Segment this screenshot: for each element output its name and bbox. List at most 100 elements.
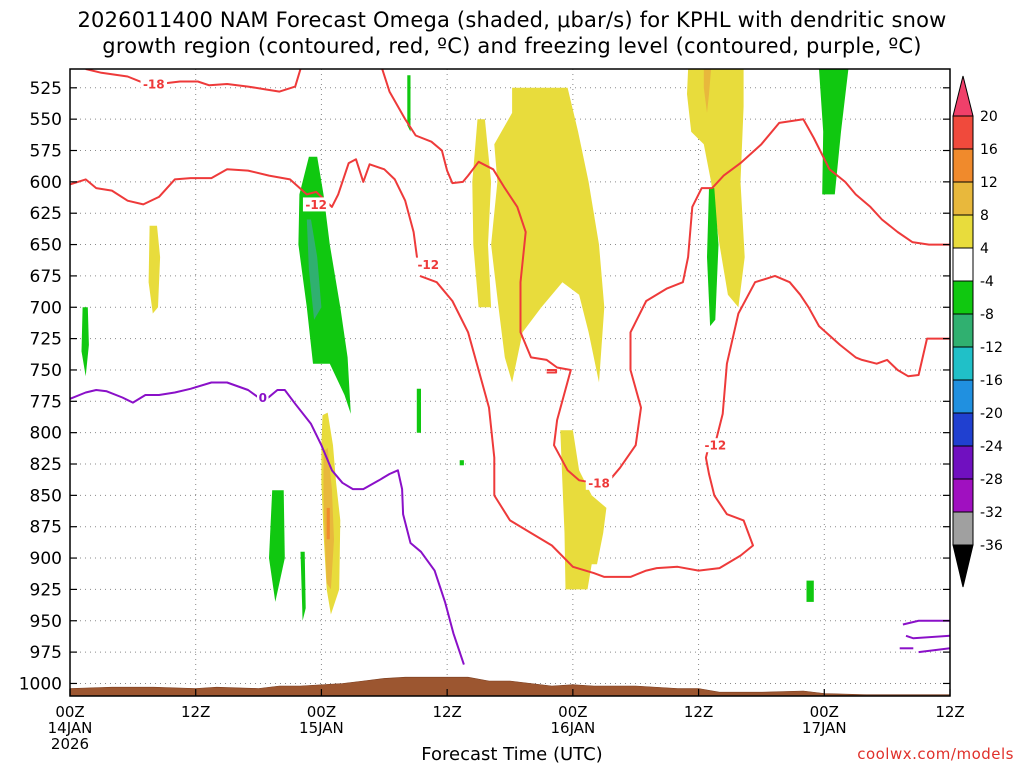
red-contour-1	[70, 158, 419, 264]
colorbar-label-11: -28	[980, 472, 1003, 488]
y-tick-label-9: 750	[30, 361, 62, 381]
terrain-fill	[70, 676, 950, 696]
colorbar: 20 16 12 8 4 -4 -8 -12 -16 -20 -24 -28 -32 -36	[952, 75, 1003, 588]
x-tick-label-4-1: 00Z	[558, 703, 587, 721]
chart-title-line1: 2026011400 NAM Forecast Omega (shaded, μ…	[77, 8, 947, 32]
colorbar-label-10: -24	[980, 439, 1003, 455]
red-contour-2	[381, 69, 950, 484]
red-contour-label-4: -18	[588, 476, 610, 490]
colorbar-segment-8	[952, 346, 974, 381]
terrain-layer	[70, 676, 950, 696]
x-tick-label-2-1: 00Z	[307, 703, 336, 721]
chart-title-line2: growth region (contoured, red, ºC) and f…	[102, 34, 922, 58]
omega-region-14	[269, 490, 285, 602]
x-tick-label-5-1: 12Z	[684, 703, 713, 721]
red-contour-label-0-bg	[140, 77, 168, 92]
x-tick-label-7-1: 12Z	[935, 703, 964, 721]
colorbar-segment-1	[952, 115, 974, 150]
colorbar-label-7: -12	[980, 340, 1003, 356]
y-tick-label-14: 875	[30, 518, 62, 538]
contour-layer	[70, 69, 950, 665]
colorbar-segment-2	[952, 148, 974, 183]
red-contour-label-3-bg	[702, 438, 729, 453]
purple-small-contour-3	[918, 647, 950, 654]
x-tick-label-6-1: 00Z	[810, 703, 839, 721]
purple-small-contour-1	[905, 634, 950, 640]
omega-region-17	[416, 388, 421, 433]
colorbar-label-0: 20	[980, 109, 998, 125]
red-contour-label-3: -12	[704, 439, 726, 453]
colorbar-segment-3	[952, 181, 974, 216]
omega-region-3	[703, 69, 712, 113]
omega-region-0	[482, 87, 605, 383]
y-tick-label-0: 525	[30, 79, 62, 99]
y-tick-label-16: 925	[30, 580, 62, 600]
red-contour-label-0: -18	[143, 78, 165, 92]
red-contour-label-1: -12	[305, 198, 327, 212]
colorbar-segment-12	[952, 478, 974, 513]
y-tick-label-6: 675	[30, 267, 62, 287]
colorbar-segment-13	[952, 511, 974, 546]
y-tick-label-2: 575	[30, 142, 62, 162]
colorbar-segment-6	[952, 280, 974, 315]
y-tick-label-10: 775	[30, 392, 62, 412]
colorbar-label-3: 8	[980, 208, 989, 224]
y-tick-label-1: 550	[30, 110, 62, 130]
plot-frame	[69, 68, 951, 697]
x-tick-label-3-1: 12Z	[432, 703, 461, 721]
purple-contour-label-0: 0	[259, 391, 267, 405]
colorbar-segment-7	[952, 313, 974, 348]
x-axis-label: Forecast Time (UTC)	[421, 744, 603, 765]
y-tick-label-4: 625	[30, 204, 62, 224]
purple-contour-0	[70, 381, 465, 665]
y-tick-label-17: 950	[30, 612, 62, 632]
omega-region-16	[407, 75, 411, 132]
colorbar-segment-9	[952, 379, 974, 414]
y-tick-label-11: 800	[30, 424, 62, 444]
y-tick-label-13: 850	[30, 486, 62, 506]
omega-region-8	[326, 507, 330, 540]
colorbar-segment-10	[952, 412, 974, 447]
contour-label-layer: -18 -12 -12 -12 -18 0	[140, 77, 729, 490]
credit-link[interactable]: coolwx.com/models	[857, 745, 1014, 763]
omega-region-19	[806, 580, 814, 602]
colorbar-segment-5	[952, 247, 974, 282]
red-contour-label-1-bg	[302, 197, 330, 212]
x-tick-label-0-1: 00Z	[55, 703, 84, 721]
red-contour-3	[419, 274, 950, 578]
x-tick-label-6-2: 17JAN	[802, 719, 847, 737]
y-tick-label-12: 825	[30, 455, 62, 475]
red-contour-label-2: -12	[417, 258, 439, 272]
omega-region-18	[459, 460, 464, 466]
x-tick-label-0-3: 2026	[51, 735, 89, 753]
red-contour-label-2-bg	[415, 257, 442, 272]
y-tick-label-18: 975	[30, 643, 62, 663]
y-axis: 525 550 575 600 625 650 675 700 725 750 775 800 825 8…	[19, 79, 950, 694]
omega-region-4	[560, 430, 607, 590]
colorbar-label-5: -4	[980, 274, 994, 290]
colorbar-segment-11	[952, 445, 974, 480]
colorbar-label-13: -36	[980, 538, 1003, 554]
omega-region-5	[148, 225, 161, 314]
omega-region-11	[707, 188, 719, 327]
colorbar-label-8: -16	[980, 373, 1003, 389]
colorbar-label-12: -32	[980, 505, 1003, 521]
colorbar-bottom-arrow	[952, 544, 974, 588]
omega-region-9	[298, 156, 351, 414]
colorbar-top-arrow	[952, 75, 974, 117]
x-tick-label-2-2: 15JAN	[299, 719, 344, 737]
purple-small-contour-0	[902, 619, 950, 626]
omega-region-15	[300, 551, 306, 621]
colorbar-segment-4	[952, 214, 974, 249]
x-tick-label-0-2: 14JAN	[48, 719, 93, 737]
y-tick-label-3: 600	[30, 173, 62, 193]
y-tick-label-5: 650	[30, 236, 62, 256]
x-tick-label-1-1: 12Z	[181, 703, 210, 721]
y-tick-label-7: 700	[30, 298, 62, 318]
colorbar-label-9: -20	[980, 406, 1003, 422]
y-tick-label-19: 1000	[19, 674, 62, 694]
omega-region-13	[81, 307, 89, 377]
colorbar-label-4: 4	[980, 241, 989, 257]
